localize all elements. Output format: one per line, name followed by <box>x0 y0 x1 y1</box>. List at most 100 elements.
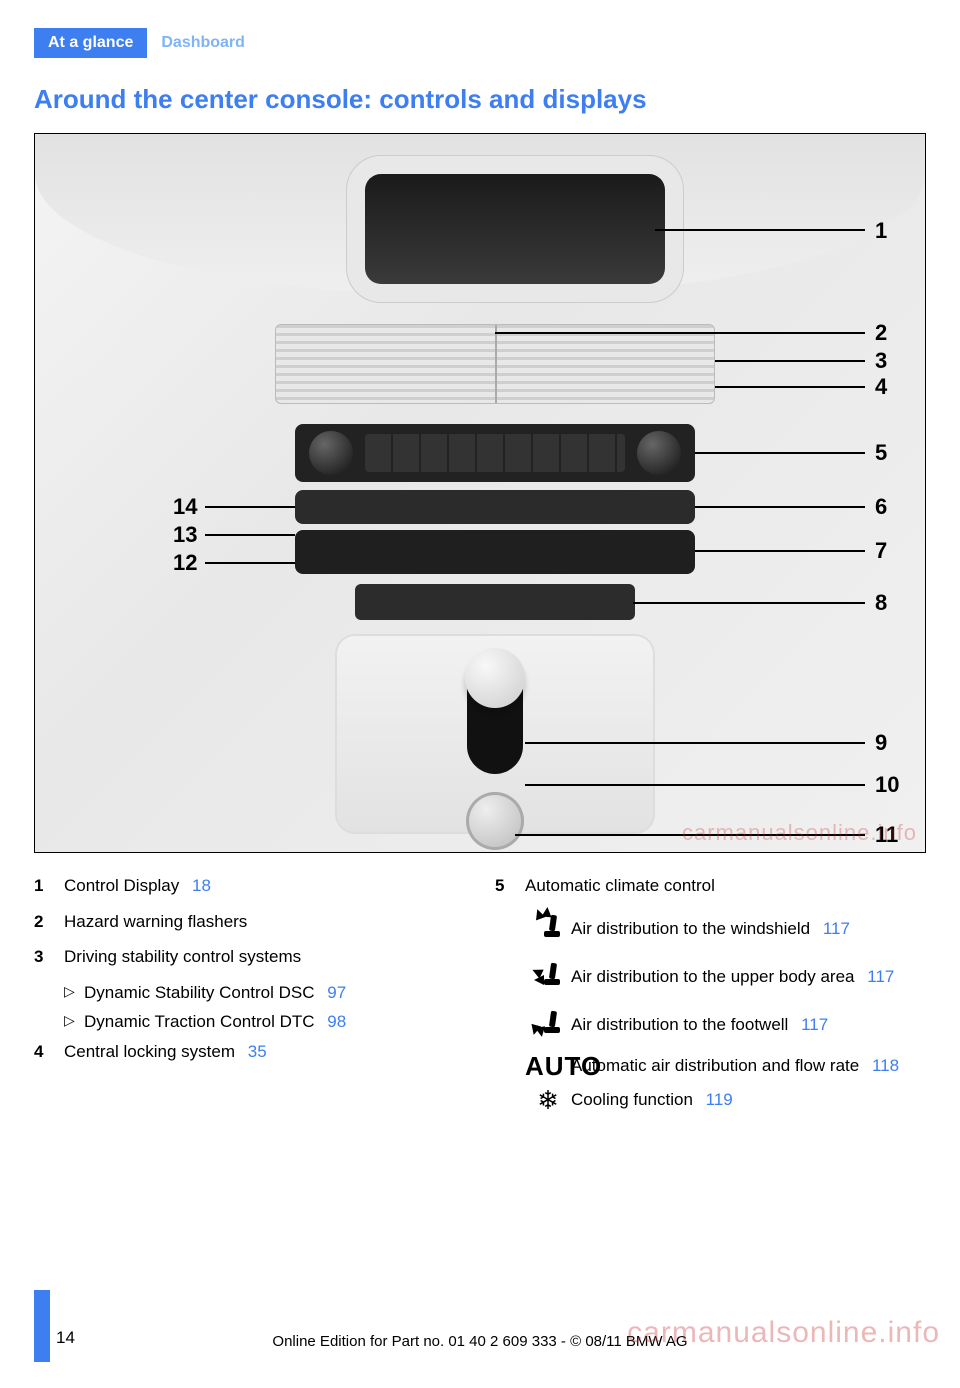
leader-line <box>525 742 865 744</box>
leader-line <box>525 784 865 786</box>
legend-label: Dynamic Stability Control DSC <box>84 983 315 1002</box>
leader-line <box>715 360 865 362</box>
air-upper-body-icon <box>525 957 571 997</box>
callout-7: 7 <box>875 538 887 564</box>
legend-label: Driving stability control systems <box>64 944 301 970</box>
air-windshield-icon <box>525 909 571 949</box>
legend-label: Dynamic Traction Control DTC <box>84 1012 315 1031</box>
climate-knob-right <box>637 431 681 475</box>
callout-13: 13 <box>173 522 197 548</box>
air-footwell-icon <box>525 1005 571 1045</box>
watermark-figure: carmanualsonline.info <box>682 820 917 846</box>
shift-knob <box>465 648 525 708</box>
page-ref[interactable]: 98 <box>327 1012 346 1031</box>
callout-8: 8 <box>875 590 887 616</box>
climate-knob-left <box>309 431 353 475</box>
climate-icon-row: ❄ Cooling function 119 <box>525 1087 926 1113</box>
legend-text: Control Display 18 <box>64 873 211 899</box>
legend-label: Central locking system <box>64 1042 235 1061</box>
climate-icon-row: Air distribution to the footwell 117 <box>525 1005 926 1045</box>
page-ref[interactable]: 97 <box>327 983 346 1002</box>
callout-1: 1 <box>875 218 887 244</box>
legend-label: Hazard warning flashers <box>64 909 247 935</box>
section-color-bar <box>34 1290 50 1362</box>
center-console-figure: 1 2 3 4 5 6 7 8 9 10 11 14 13 12 carmanu… <box>34 133 926 853</box>
legend-text: Automatic air distribution and flow rate… <box>571 1053 926 1079</box>
header-tabs: At a glance Dashboard <box>34 28 960 58</box>
legend-label: Cooling function <box>571 1090 693 1109</box>
watermark: carmanualsonline.info <box>627 1316 940 1350</box>
legend-text: Central locking system 35 <box>64 1039 267 1065</box>
leader-line <box>655 229 865 231</box>
legend-label: Air distribution to the upper body area <box>571 967 855 986</box>
legend-subitem: ▷ Dynamic Stability Control DSC 97 <box>64 980 465 1006</box>
switch-bar <box>355 584 635 620</box>
legend-item-3: 3 Driving stability control systems <box>34 944 465 970</box>
callout-9: 9 <box>875 730 887 756</box>
tab-at-a-glance: At a glance <box>34 28 147 58</box>
page-ref[interactable]: 35 <box>248 1042 267 1061</box>
legend-label: Control Display <box>64 876 179 895</box>
leader-line <box>633 602 865 604</box>
page-ref[interactable]: 117 <box>867 967 894 986</box>
legend-text: Cooling function 119 <box>571 1087 926 1113</box>
snowflake-icon: ❄ <box>525 1087 571 1113</box>
legend-item-2: 2 Hazard warning flashers <box>34 909 465 935</box>
leader-line <box>205 506 295 508</box>
legend-text: Air distribution to the windshield 117 <box>571 916 926 942</box>
climate-icon-row: AUTO Automatic air distribution and flow… <box>525 1053 926 1079</box>
climate-icon-row: Air distribution to the windshield 117 <box>525 909 926 949</box>
legend-label: Automatic air distribution and flow rate <box>571 1056 859 1075</box>
climate-panel <box>295 424 695 482</box>
leader-line <box>715 386 865 388</box>
callout-12: 12 <box>173 550 197 576</box>
callout-14: 14 <box>173 494 197 520</box>
page-ref[interactable]: 18 <box>192 876 211 895</box>
climate-buttons <box>365 434 625 472</box>
legend-item-5: 5 Automatic climate control <box>495 873 926 899</box>
legend-item-4: 4 Central locking system 35 <box>34 1039 465 1065</box>
legend-text: Air distribution to the footwell 117 <box>571 1012 926 1038</box>
leader-line <box>695 550 865 552</box>
page-ref[interactable]: 118 <box>872 1056 899 1075</box>
leader-line <box>695 452 865 454</box>
callout-5: 5 <box>875 440 887 466</box>
callout-2: 2 <box>875 320 887 346</box>
radio-panel <box>295 490 695 524</box>
callout-10: 10 <box>875 772 899 798</box>
legend-right-column: 5 Automatic climate control Air distribu… <box>495 873 926 1121</box>
leader-line <box>695 506 865 508</box>
callout-4: 4 <box>875 374 887 400</box>
tab-dashboard: Dashboard <box>147 28 259 58</box>
legend-text: Dynamic Stability Control DSC 97 <box>84 980 346 1006</box>
page-ref[interactable]: 119 <box>706 1090 733 1109</box>
page-ref[interactable]: 117 <box>801 1015 828 1034</box>
legend-number: 4 <box>34 1039 64 1065</box>
triangle-icon: ▷ <box>64 1009 84 1035</box>
legend-label: Air distribution to the windshield <box>571 919 810 938</box>
leader-line <box>495 332 865 334</box>
legend-text: Dynamic Traction Control DTC 98 <box>84 1009 346 1035</box>
legend-label: Automatic climate control <box>525 873 715 899</box>
legend-number: 3 <box>34 944 64 970</box>
callout-3: 3 <box>875 348 887 374</box>
page-ref[interactable]: 117 <box>823 919 850 938</box>
legend-columns: 1 Control Display 18 2 Hazard warning fl… <box>34 873 926 1121</box>
shift-well <box>335 634 655 834</box>
legend-item-1: 1 Control Display 18 <box>34 873 465 899</box>
page-title: Around the center console: controls and … <box>34 84 960 115</box>
air-vents <box>275 324 715 404</box>
legend-subitem: ▷ Dynamic Traction Control DTC 98 <box>64 1009 465 1035</box>
callout-6: 6 <box>875 494 887 520</box>
legend-number: 2 <box>34 909 64 935</box>
control-display-screen <box>365 174 665 284</box>
legend-label: Air distribution to the footwell <box>571 1015 788 1034</box>
auto-icon: AUTO <box>525 1053 571 1079</box>
triangle-icon: ▷ <box>64 980 84 1006</box>
legend-number: 1 <box>34 873 64 899</box>
legend-left-column: 1 Control Display 18 2 Hazard warning fl… <box>34 873 465 1121</box>
climate-icon-row: Air distribution to the upper body area … <box>525 957 926 997</box>
cd-panel <box>295 530 695 574</box>
idrive-controller <box>466 792 524 850</box>
leader-line <box>205 534 295 536</box>
